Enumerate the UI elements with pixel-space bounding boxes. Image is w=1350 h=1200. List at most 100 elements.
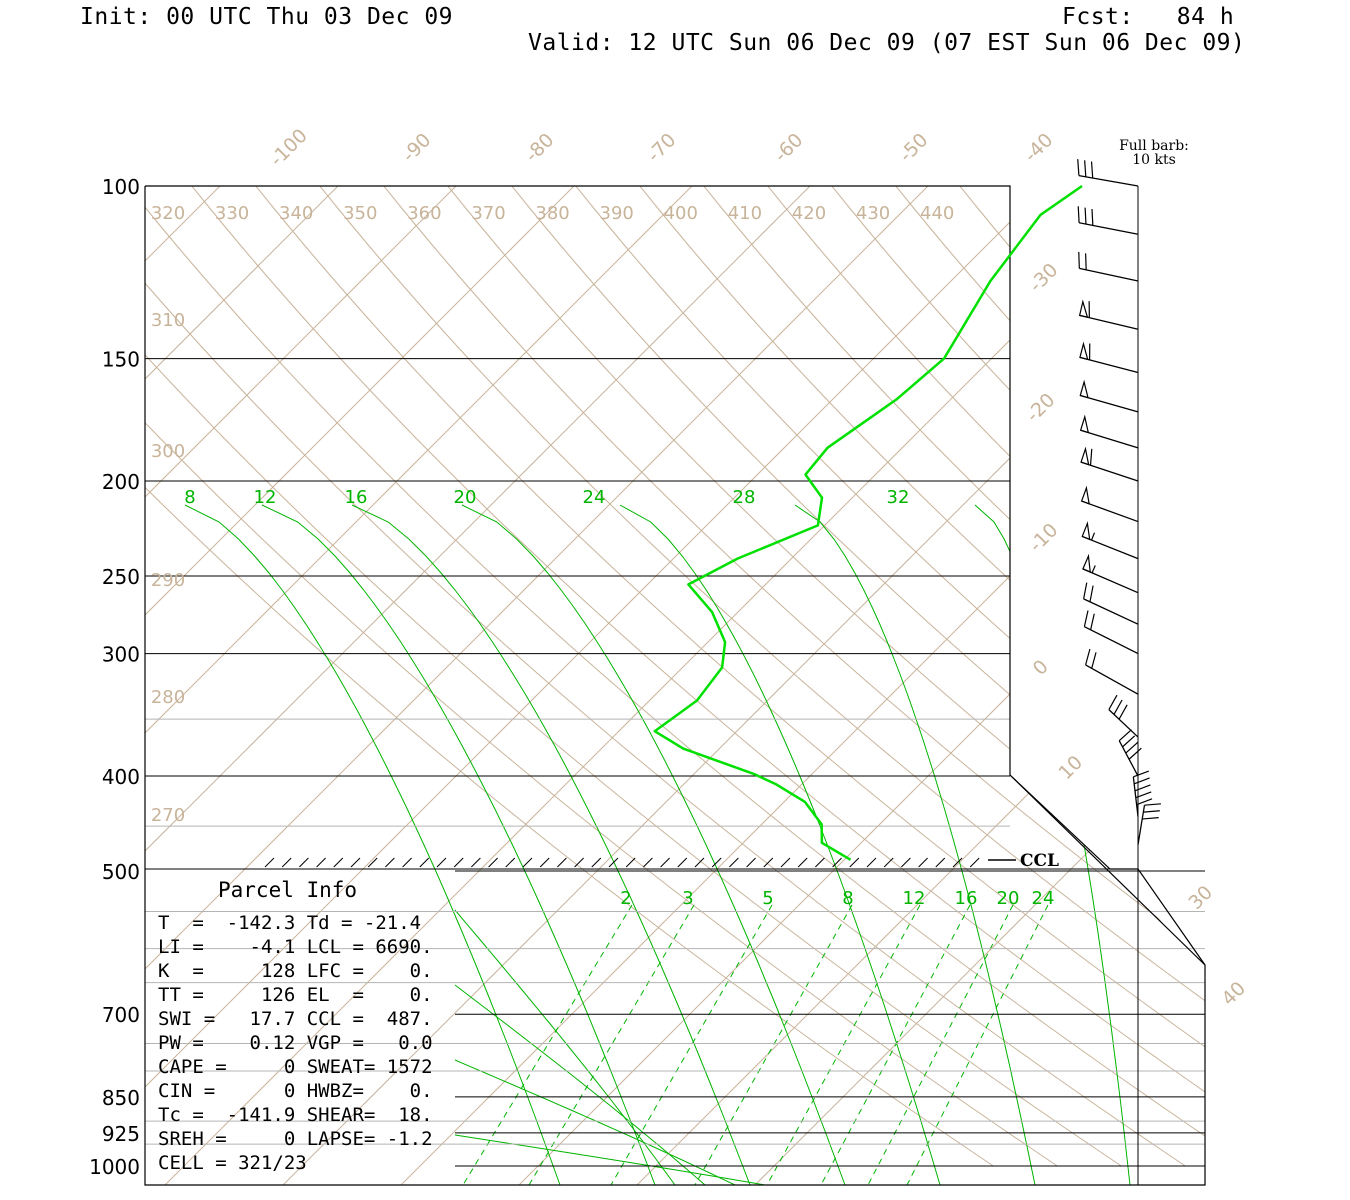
moist-adiabat-line [454,984,706,1185]
wind-barb [1077,159,1139,187]
ccl-hatch [711,857,722,868]
ccl-hatch [729,857,739,868]
mixing-ratio-line [528,904,695,1185]
dry-adiabat-line [848,186,1205,1167]
ccl-hatch [316,857,326,868]
moist-adiabat-line [184,504,561,1185]
wind-barb-staff [1137,805,1146,845]
pressure-tick-label: 925 [102,1122,140,1146]
isotherm-label: -90 [398,129,436,167]
isotherm-label: 0 [1029,656,1053,680]
wind-barb [1137,803,1161,845]
dry-adiabat-line [208,186,1205,1167]
wind-barb-staff [1084,626,1139,655]
wind-barb [1078,251,1139,282]
ccl-hatch [780,857,791,868]
wind-barb [1082,553,1139,594]
dry-adiabat-line [272,186,1205,1167]
parcel-info-row: CAPE = 0 SWEAT= 1572 [158,1056,433,1078]
ccl-hatch [849,857,860,868]
ccl-label: CCL [1020,851,1059,871]
axis-labels: 1001502002503004005007008509251000CCL-10… [89,125,1250,1179]
parcel-info-row: PW = 0.12 VGP = 0.0 [158,1032,433,1054]
wind-barb-line [1143,810,1160,813]
wind-barb-flag [1080,485,1090,505]
mixing-ratio-label: 8 [842,888,853,909]
mixing-ratio-label: 12 [903,888,926,909]
mixing-ratio-label: 16 [955,888,978,909]
ccl-hatch [436,857,447,868]
wind-barb-flag [1082,553,1091,574]
wind-barb [1083,582,1139,625]
wind-barb-line [1128,747,1142,760]
ccl-hatch [539,857,550,868]
pressure-tick-label: 1000 [89,1155,140,1179]
wind-barb [1081,521,1139,560]
moist-adiabat-label: 16 [345,487,368,508]
isotherm-label: 40 [1217,977,1250,1010]
moist-adiabat-label: 12 [254,487,277,508]
isotherm-line [145,186,1049,1185]
dry-adiabat-line [720,186,1205,1167]
parcel-info-row: LI = -4.1 LCL = 6690. [158,936,433,958]
valid-time: Valid: 12 UTC Sun 06 Dec 09 (07 EST Sun … [528,30,1246,56]
ccl-hatch [883,857,894,868]
mixing-ratio-line [906,904,1049,1185]
wind-barb [1108,694,1139,738]
wind-barb-line [1085,648,1091,666]
wind-barb-staff [1079,267,1139,282]
wind-barb [1080,485,1139,523]
ccl-hatch [522,857,533,868]
wind-barb-line [1089,585,1094,602]
dry-adiabat-line [400,186,1205,1167]
wind-barb-half [1091,565,1096,574]
ccl-hatch [419,857,430,868]
wind-barb-line [1084,207,1087,225]
theta-label: 400 [664,203,698,224]
ccl-hatch [299,857,309,868]
mixing-ratio-label: 20 [997,888,1020,909]
dry-adiabat-line [1040,186,1205,1167]
wind-barb-staff [1108,709,1139,738]
dry-adiabat-line [145,186,1122,1167]
ccl-hatch [797,857,808,868]
dry-adiabat-line [145,186,994,1167]
pressure-tick-label: 250 [102,565,140,589]
isotherm-label: -10 [1025,519,1063,557]
ccl-hatch [643,857,653,868]
theta-label: 380 [535,203,569,224]
mixing-ratio-label: 24 [1032,888,1055,909]
parcel-info-title: Parcel Info [218,878,358,902]
wind-barb-line [1083,610,1089,627]
wind-barb-line [1077,206,1080,223]
ccl-hatch [471,857,481,868]
parcel-info-row: T = -142.3 Td = -21.4 [158,912,422,934]
wind-barb-staff [1118,740,1139,777]
theta-label: 270 [151,805,185,826]
wind-barb-staff [1083,598,1139,625]
theta-label: 330 [215,203,249,224]
wind-barb-flag [1079,341,1089,361]
ccl-hatch [866,857,877,868]
theta-label: 310 [151,310,185,331]
moist-adiabat-label: 8 [184,487,195,508]
isotherm-label: 30 [1184,881,1217,914]
moist-adiabat-line [351,504,751,1185]
theta-label: 360 [407,203,441,224]
theta-label: 410 [728,203,762,224]
wind-barb-line [1090,613,1095,630]
dry-adiabat-line [784,186,1205,1167]
theta-label: 420 [792,203,826,224]
isotherm-label: -20 [1022,389,1060,427]
wind-barb-half [1090,532,1096,541]
wind-barb-staff [1078,174,1139,187]
isotherm-label: -70 [643,129,681,167]
ccl-hatch [591,857,602,868]
theta-label: 290 [151,570,185,591]
moist-adiabat-line [461,504,846,1185]
wind-barb-line [1133,777,1150,785]
dry-adiabat-line [912,186,1205,1167]
barb-key: Full barb: 10 kts [1100,139,1208,167]
wind-barb-line [1083,582,1088,599]
barb-key-line2: 10 kts [1132,152,1176,168]
